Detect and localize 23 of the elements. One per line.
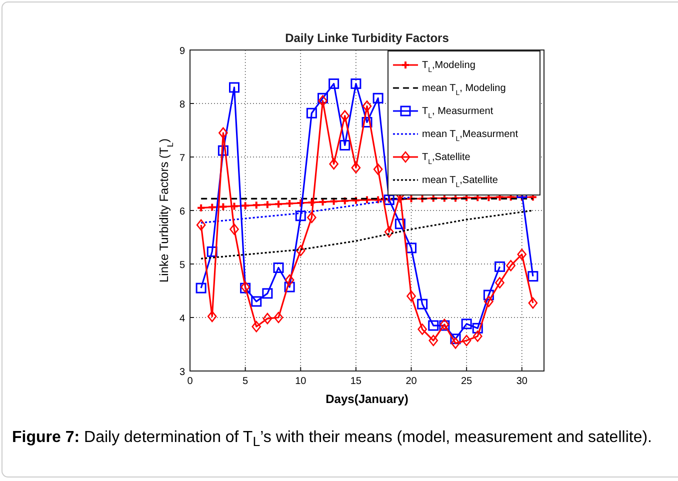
chart-title: Daily Linke Turbidity Factors xyxy=(285,31,450,45)
legend-label: T$_{L}$, Measurment xyxy=(422,106,494,120)
y-tick-label: 5 xyxy=(179,260,186,271)
y-tick-label: 3 xyxy=(179,367,186,378)
y-tick-label: 6 xyxy=(179,206,186,218)
legend-label: mean T$_{L}$, Modeling xyxy=(422,83,506,96)
y-tick-label: 7 xyxy=(179,153,186,164)
caption: Figure 7: Daily determination of T$_{L}$’s with their means (model, measurement and satellite). xyxy=(12,429,652,450)
legend-label: T$_{L}$,Satellite xyxy=(422,152,471,166)
y-tick-label: 9 xyxy=(179,46,186,57)
legend-label: mean T$_{L}$,Satellite xyxy=(422,175,498,188)
legend-label: mean T$_{L}$,Measurment xyxy=(422,129,518,142)
x-tick-label: 30 xyxy=(516,376,528,387)
x-axis-title: Days(January) xyxy=(326,392,408,406)
x-tick-label: 25 xyxy=(461,376,473,387)
x-tick-label: 5 xyxy=(242,376,249,387)
x-tick-label: 10 xyxy=(295,376,307,387)
y-tick-label: 4 xyxy=(179,314,186,324)
legend-label: T$_{L}$,Modeling xyxy=(422,60,476,74)
x-tick-label: 20 xyxy=(406,376,418,387)
x-tick-label: 0 xyxy=(187,376,194,387)
y-tick-label: 8 xyxy=(179,100,186,110)
x-tick-label: 15 xyxy=(350,376,362,387)
